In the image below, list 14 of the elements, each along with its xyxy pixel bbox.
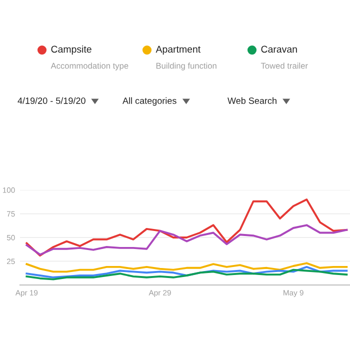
text: 4/19/20 - 5/19/20 <box>18 97 86 104</box>
text: Towed trailer <box>260 62 308 69</box>
legend-label: Caravan <box>261 46 297 53</box>
line-series <box>26 262 348 273</box>
line-series <box>26 198 348 257</box>
text: Web Search <box>228 97 276 104</box>
legend-label: Apartment <box>156 46 201 55</box>
line-series <box>26 266 348 278</box>
line-series <box>26 268 348 280</box>
text: Accommodation type <box>50 62 128 70</box>
text: Building function <box>156 62 216 70</box>
text: All categories <box>122 97 176 106</box>
legend-label: Campsite <box>51 46 92 55</box>
line-series <box>26 224 348 256</box>
